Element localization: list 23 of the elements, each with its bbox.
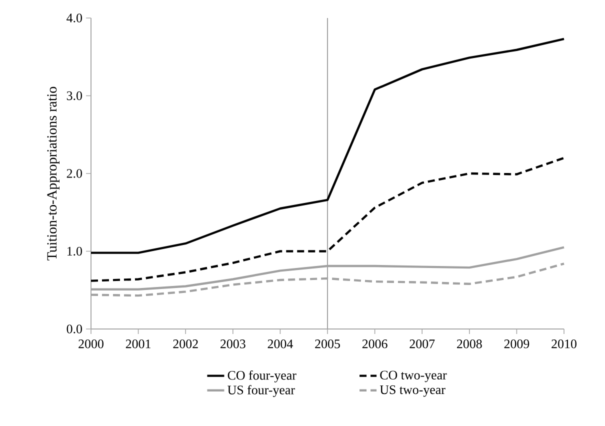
x-tick-label: 2000 [78, 340, 104, 348]
x-tick-label: 2008 [457, 340, 482, 348]
y-tick-label: 2.0 [66, 169, 82, 178]
x-tick-label: 2002 [173, 340, 198, 348]
y-tick-label: 4.0 [66, 14, 82, 22]
legend-label: CO two-year [380, 370, 447, 382]
legend-label: US two-year [380, 385, 446, 397]
y-tick-label: 0.0 [66, 324, 82, 334]
line-series [90, 156, 566, 282]
x-tick-label: 2001 [126, 340, 150, 348]
x-tick-label: 2009 [504, 340, 530, 348]
x-tick-label: 2003 [220, 340, 246, 348]
x-tick-label: 2010 [552, 340, 576, 348]
x-tick-label: 2007 [410, 340, 435, 348]
legend-label: CO four-year [228, 370, 296, 382]
x-tick-label: 2006 [362, 340, 388, 348]
y-tick-label: 3.0 [66, 91, 82, 100]
x-tick-label: 2005 [315, 340, 340, 348]
y-axis-title: Tuition-to-Appropriations ratio [47, 86, 60, 260]
line-series [90, 38, 566, 254]
x-tick-label: 2004 [268, 340, 293, 348]
legend-label: US four-year [228, 385, 295, 398]
y-tick-label: 1.0 [67, 246, 82, 256]
